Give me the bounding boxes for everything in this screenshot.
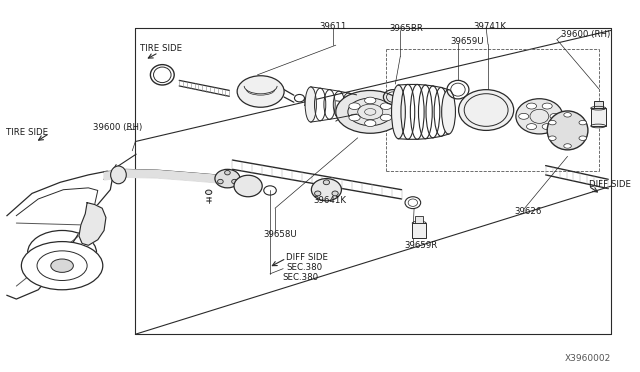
Text: DIFF SIDE: DIFF SIDE [285, 253, 328, 262]
Ellipse shape [315, 191, 321, 196]
Ellipse shape [323, 180, 330, 185]
Ellipse shape [336, 90, 404, 133]
Ellipse shape [442, 90, 456, 134]
Ellipse shape [225, 170, 230, 175]
Ellipse shape [111, 166, 126, 184]
Ellipse shape [215, 169, 240, 188]
Ellipse shape [218, 179, 223, 184]
Circle shape [548, 136, 556, 140]
Circle shape [564, 144, 572, 148]
Circle shape [542, 124, 552, 129]
Text: 3965BR: 3965BR [389, 24, 423, 33]
Bar [415, 217, 424, 223]
Ellipse shape [305, 87, 316, 122]
Text: SEC.380: SEC.380 [283, 273, 319, 282]
Ellipse shape [205, 190, 212, 195]
Text: 39641K: 39641K [314, 196, 347, 205]
Text: X3960002: X3960002 [565, 354, 611, 363]
Circle shape [365, 120, 376, 126]
Ellipse shape [332, 191, 338, 196]
Circle shape [380, 103, 392, 109]
Circle shape [564, 113, 572, 117]
Text: 39611: 39611 [319, 22, 346, 31]
Ellipse shape [351, 95, 362, 114]
Circle shape [349, 103, 360, 109]
Ellipse shape [547, 111, 588, 150]
Polygon shape [79, 203, 106, 245]
Ellipse shape [312, 179, 342, 201]
Circle shape [579, 121, 586, 125]
Circle shape [527, 103, 536, 109]
Ellipse shape [516, 99, 563, 134]
Circle shape [550, 113, 560, 119]
Circle shape [51, 259, 74, 272]
Text: 39659U: 39659U [451, 37, 484, 46]
Circle shape [21, 241, 103, 290]
Bar [412, 223, 426, 238]
Circle shape [548, 121, 556, 125]
Ellipse shape [237, 76, 284, 107]
Text: 39600 (RH): 39600 (RH) [93, 123, 143, 132]
Ellipse shape [392, 85, 405, 139]
Text: 39658U: 39658U [264, 230, 298, 240]
Ellipse shape [232, 179, 237, 184]
Circle shape [542, 103, 552, 109]
Bar [591, 108, 606, 126]
Circle shape [518, 113, 529, 119]
Ellipse shape [459, 90, 514, 131]
Text: 39741K: 39741K [474, 22, 507, 31]
Bar [594, 101, 603, 108]
Text: 39659R: 39659R [404, 241, 438, 250]
Ellipse shape [234, 175, 262, 197]
Circle shape [349, 114, 360, 121]
Text: DIFF SIDE: DIFF SIDE [589, 180, 632, 189]
Circle shape [527, 124, 536, 129]
Circle shape [579, 136, 586, 140]
Text: 39626: 39626 [515, 208, 541, 217]
Circle shape [365, 97, 376, 104]
Text: 39600 (RH): 39600 (RH) [561, 29, 611, 39]
Circle shape [380, 114, 392, 121]
Text: TIRE SIDE: TIRE SIDE [140, 44, 182, 53]
Text: SEC.380: SEC.380 [286, 263, 323, 272]
Text: TIRE SIDE: TIRE SIDE [6, 128, 48, 137]
